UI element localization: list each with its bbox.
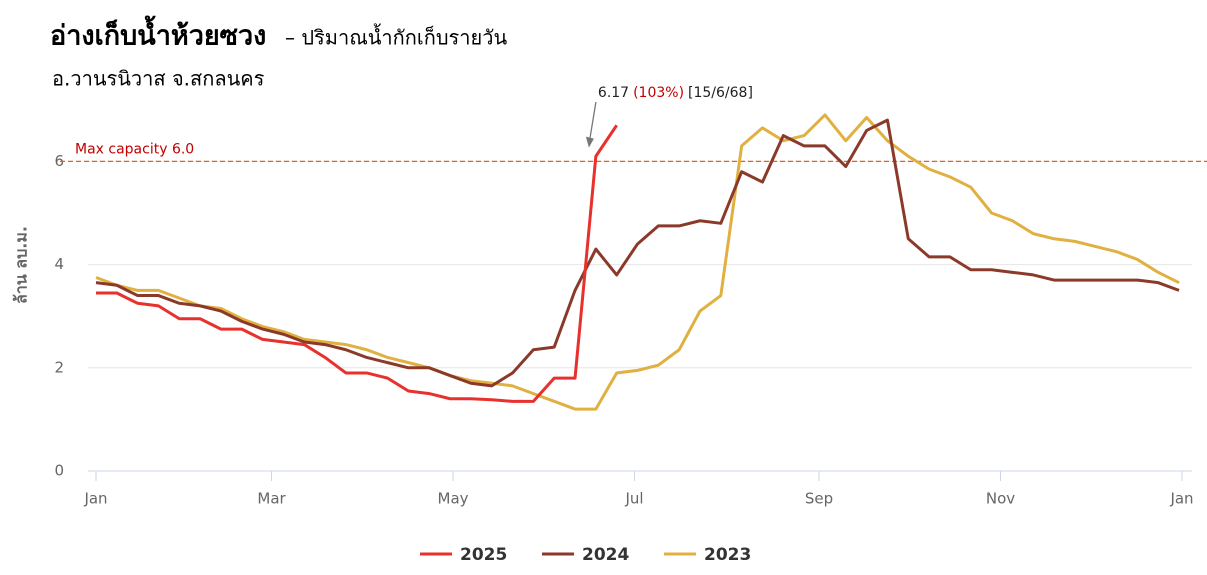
reference-label: Max capacity 6.0 (75, 141, 194, 157)
x-tick-label: Jan (1169, 490, 1193, 508)
series-line (95, 118, 1180, 388)
annotation: 6.17 (103%) [15/6/68] (598, 85, 753, 101)
y-tick-label: 2 (54, 358, 64, 376)
chart-subtitle: อ.วานรนิวาส จ.สกลนคร (52, 67, 265, 91)
annotation-percent: (103%) (633, 85, 684, 101)
annotation-arrowhead (585, 136, 594, 148)
x-tick-label: Jan (83, 490, 107, 508)
y-tick-label: 6 (54, 152, 64, 170)
annotation-value-label: 6.17 (598, 85, 629, 101)
x-tick-label: Mar (257, 490, 286, 508)
x-tick-label: Sep (805, 490, 833, 508)
x-tick-label: Nov (986, 490, 1015, 508)
legend-label: 2025 (460, 545, 507, 565)
x-tick-label: Jul (624, 490, 643, 508)
series-line (96, 124, 618, 403)
legend-label: 2023 (704, 545, 751, 565)
y-tick-label: 0 (54, 462, 64, 480)
chart-title: อ่างเก็บน้ำห้วยซวง (50, 15, 266, 52)
annotation-point (587, 150, 593, 156)
series-line (95, 113, 1180, 411)
y-tick-label: 4 (54, 255, 64, 273)
y-axis-label: ล้าน ลบ.ม. (12, 226, 31, 304)
chart-title-suffix: – ปริมาณน้ำกักเก็บรายวัน (285, 24, 507, 50)
annotation-date: [15/6/68] (688, 85, 753, 101)
annotation-arrow (589, 101, 597, 139)
legend-label: 2024 (582, 545, 629, 565)
x-tick-label: May (438, 490, 469, 508)
